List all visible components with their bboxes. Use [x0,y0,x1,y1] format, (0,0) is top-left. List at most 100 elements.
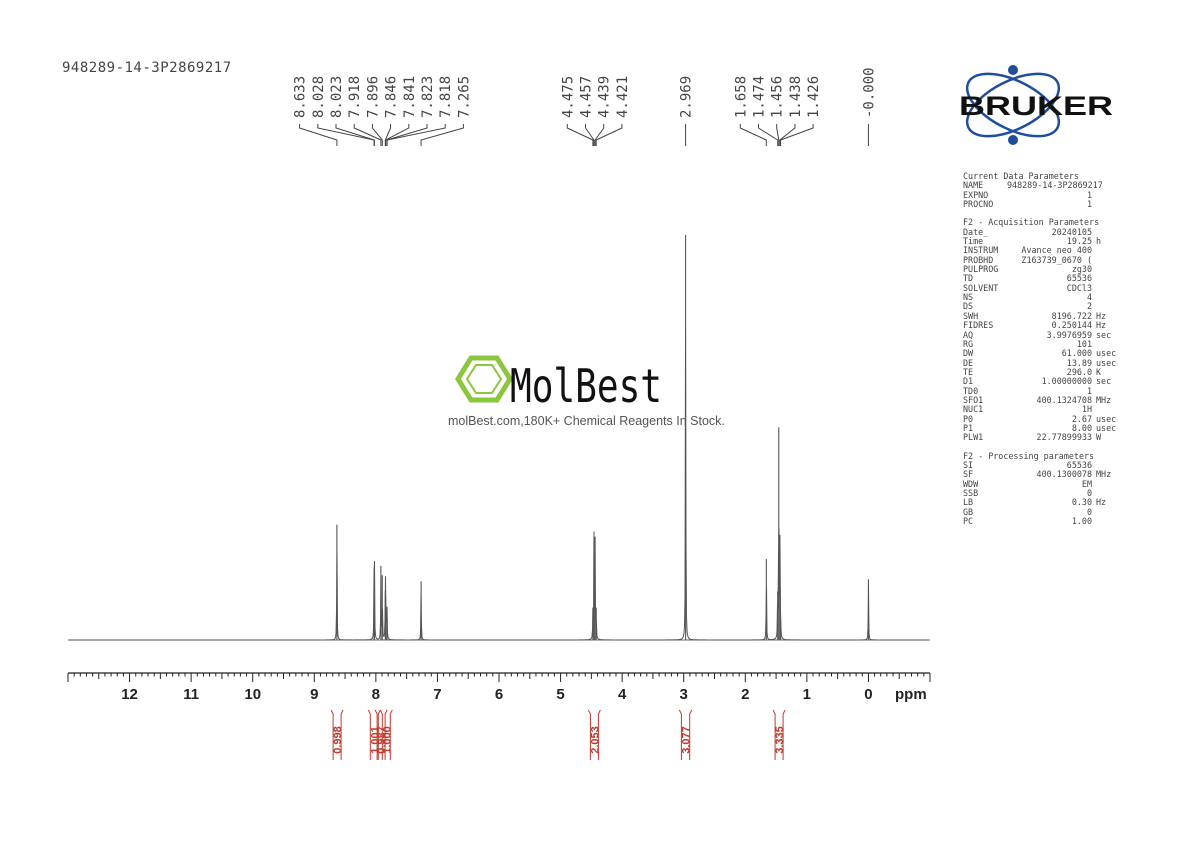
param-key: WDW [963,478,979,489]
param-row-ds: DS 2 [963,301,1123,312]
peak-label-connector [594,124,605,146]
param-key: Date_ [963,226,989,237]
param-row-ssb: SSB 0 [963,488,1123,498]
integral-bracket [772,709,786,760]
spectrum-peak-layer [68,235,930,641]
peak-shift-label: 1.426 [806,76,822,118]
x-axis-tick-label: 7 [433,686,441,703]
params-section-title: F2 - Acquisition Parameters [963,217,1100,228]
param-key: DS [963,301,974,312]
param-key: PC [963,516,974,527]
benzene-icon [455,355,513,403]
param-value: 296.0 [1066,366,1092,377]
param-value: 65536 [1066,273,1092,284]
peak-shift-label: 2.969 [679,76,695,118]
peak-shift-label: 4.439 [597,76,613,118]
peak-label-layer: 8.633 8.028 8.023 7.918 7.896 7.846 7.841 7.823… [293,67,878,118]
param-key: P1 [963,422,974,433]
param-key: SI [963,459,974,470]
integral-bracket [330,709,344,760]
x-axis-tick-label: 8 [372,686,380,703]
param-row-nuc1: NUC1 1H [963,404,1123,415]
x-axis-tick-label: 0 [864,686,872,703]
param-key: INSTRUM [963,245,999,256]
param-unit: usec [1096,357,1117,368]
param-row-aq: AQ 3.9976959 sec [963,330,1123,340]
param-value: zg30 [1071,264,1092,275]
peak-label-connector [386,124,446,146]
param-row-de: DE 13.89 usec [963,357,1123,368]
nmr-spectrum-chart: 8.633 8.028 8.023 7.918 7.896 7.846 7.841 7.823… [67,67,931,760]
param-key: PLW1 [963,432,984,443]
param-row-d1: D1 1.00000000 sec [963,376,1123,386]
param-value: 13.89 [1066,357,1092,368]
peak-connector-layer [299,124,869,146]
peak-shift-label: 7.818 [438,76,454,118]
peak-label-connector [299,124,338,146]
param-unit: Hz [1096,497,1107,508]
integral-value: 2.053 [589,726,601,754]
param-unit [1092,274,1123,283]
param-unit [1092,508,1123,517]
x-axis-tick-label: 2 [741,686,749,703]
integral-bracket [374,709,388,760]
peak-shift-label: 1.474 [752,76,768,118]
param-row-solvent: SOLVENT CDCl3 [963,282,1123,293]
param-unit [1092,517,1123,526]
param-value: 8196.722 [1051,310,1092,321]
x-axis-tick-label: 10 [244,686,261,703]
param-row-wdw: WDW EM [963,478,1123,489]
x-axis-tick-label: 3 [680,686,688,703]
x-axis-tick-label: 1 [803,686,811,703]
peak-shift-label: 1.456 [770,76,786,118]
integral-bracket [678,709,693,760]
spectrum-trace [68,334,930,641]
param-row-fidres: FIDRES 0.250144 Hz [963,320,1123,330]
params-section-title: Current Data Parameters [963,171,1079,181]
param-unit: MHz [1096,394,1112,405]
peak-label-connector [776,124,780,146]
peak-shift-label: 7.265 [456,76,472,118]
peak-shift-label: 4.475 [560,76,576,118]
peak-shift-label: 7.841 [402,76,418,118]
param-unit [1103,181,1134,190]
param-unit: W [1096,432,1102,443]
peak-label-connector [353,124,382,146]
param-value: 22.77899933 [1036,432,1092,443]
param-unit: MHz [1096,469,1112,480]
param-value: 19.25 [1066,236,1092,247]
param-unit: K [1096,366,1102,377]
param-row-td: TD 65536 [963,273,1123,284]
param-key: NUC1 [963,404,984,415]
param-value: CDCl3 [1066,282,1092,293]
peak-label-connector [758,124,779,146]
param-row-probhd: PROBHD Z163739_0670 ( [963,255,1123,265]
param-key: PULPROG [963,264,999,275]
x-axis-tick-label: 12 [121,686,138,703]
param-row-pc: PC 1.00 [963,516,1123,527]
peak-label-connector [566,124,594,146]
peak-label-connector [739,124,767,146]
param-row-time: Time 19.25 h [963,236,1123,247]
param-row-gb: GB 0 [963,507,1123,517]
param-row-expno: EXPNO 1 [963,190,1123,200]
param-unit [1092,246,1123,255]
acquisition-parameters: F2 - Acquisition Parameters Date_ 2024010… [963,217,1123,443]
peak-shift-label: -0.000 [861,67,877,118]
param-row-si: SI 65536 [963,459,1123,470]
integral-value: 3.335 [774,726,786,754]
integral-bracket [587,709,601,760]
sample-name: 948289-14-3P2869217 [62,60,232,76]
param-key: TD [963,273,974,284]
peak-label-connector [385,124,410,146]
peak-shift-label: 8.633 [293,76,309,118]
peak-label-connector [780,124,814,146]
param-value: 2.67 [1071,413,1092,424]
current-data-parameters: Current Data Parameters NAME 948289-14-3P… [963,171,1123,209]
x-axis-tick-label: 11 [183,686,199,703]
param-row-td0: TD0 1 [963,386,1123,396]
peak-label-connector [371,124,383,146]
integral-value: 3.077 [681,726,693,754]
param-key: DE [963,357,974,368]
